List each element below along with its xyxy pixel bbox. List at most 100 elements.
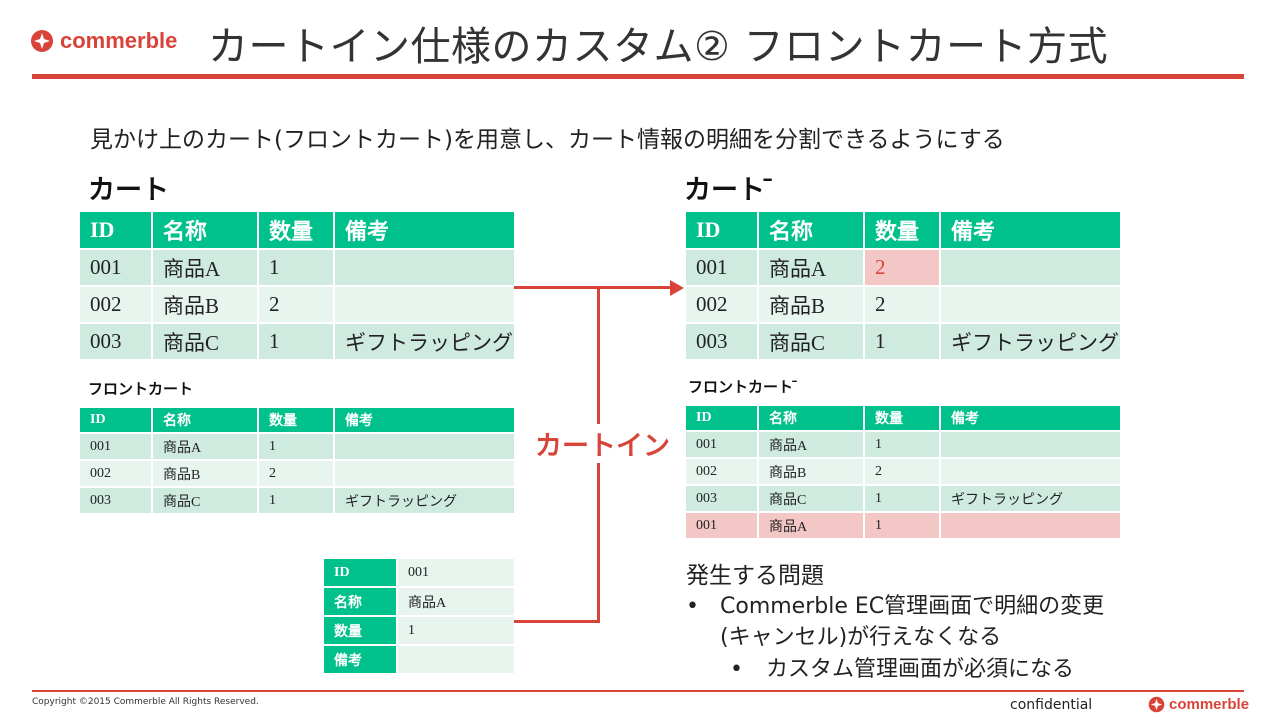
column-header: 数量 [863, 404, 941, 432]
table-row: 002 商品B 2 [684, 285, 1122, 324]
cell-id: 002 [78, 285, 153, 324]
table-row: 001 商品A 1 [78, 432, 516, 461]
column-header: 名称 [757, 210, 865, 250]
column-header: ID [78, 210, 153, 250]
column-header: 名称 [757, 404, 865, 432]
column-header: 数量 [863, 210, 941, 250]
cell-qty: 2 [863, 285, 941, 324]
table-header-row: ID 名称 数量 備考 [684, 404, 1122, 432]
column-header: ID [78, 406, 153, 434]
cell-qty: 1 [863, 322, 941, 361]
header-logo: commerble [30, 28, 177, 54]
card-row: ID 001 [322, 557, 516, 588]
sub-bullet-text: カスタム管理画面が必須になる [766, 657, 1075, 682]
column-header: 備考 [939, 210, 1122, 250]
cell-note [939, 248, 1122, 287]
cell-note [333, 432, 516, 461]
cell-name: 商品A [151, 432, 259, 461]
cell-id: 001 [78, 432, 153, 461]
cell-qty: 1 [257, 486, 335, 515]
table-header-row: ID 名称 数量 備考 [78, 210, 516, 250]
table-row: 003 商品C 1 ギフトラッピング [78, 486, 516, 515]
cell-qty: 2 [257, 285, 335, 324]
confidential-label: confidential [1010, 697, 1093, 713]
cell-note: ギフトラッピング [939, 322, 1122, 361]
card-row: 数量 1 [322, 615, 516, 646]
cell-id: 003 [684, 322, 759, 361]
card-value [396, 644, 516, 675]
footer-logo: commerble [1148, 696, 1249, 713]
cell-qty: 1 [257, 248, 335, 287]
cell-id: 001 [684, 511, 759, 540]
cell-name: 商品C [757, 322, 865, 361]
column-header: 備考 [333, 210, 516, 250]
card-row: 備考 [322, 644, 516, 675]
cell-id: 001 [78, 248, 153, 287]
bullet-icon: • [686, 594, 699, 619]
left-front-cart-heading: フロントカート [88, 380, 194, 398]
bullet-icon: • [730, 657, 743, 682]
commerble-logo-icon [1148, 696, 1165, 713]
cell-name: 商品C [151, 322, 259, 361]
table-row: 001 商品A 1 [684, 430, 1122, 459]
cell-note: ギフトラッピング [333, 486, 516, 515]
table-header-row: ID 名称 数量 備考 [684, 210, 1122, 250]
right-front-cart-table: ID 名称 数量 備考 001 商品A 1 002 商品B 2 003 商品C … [684, 404, 1122, 540]
card-value: 001 [396, 557, 516, 588]
cell-id: 003 [78, 486, 153, 515]
table-row: 002 商品B 2 [78, 459, 516, 488]
column-header: 名称 [151, 406, 259, 434]
problem-bullet: • Commerble EC管理画面で明細の変更 [686, 588, 1104, 620]
cell-qty: 2 [257, 459, 335, 488]
cell-name: 商品C [151, 486, 259, 515]
right-front-cart-heading: フロントカート ̄ [688, 378, 799, 396]
cell-name: 商品A [757, 511, 865, 540]
cart-in-label: カートイン [533, 424, 672, 463]
column-header: 名称 [151, 210, 259, 250]
cell-id: 002 [684, 457, 759, 486]
column-header: 数量 [257, 406, 335, 434]
footer-divider [32, 690, 1244, 692]
problem-bullet-continuation: (キャンセル)が行えなくなる [720, 619, 1001, 651]
cell-qty: 1 [257, 432, 335, 461]
page-title: カートイン仕様のカスタム② フロントカート方式 [208, 24, 1109, 70]
cell-qty: 1 [257, 322, 335, 361]
table-row: 001 商品A 1 [78, 248, 516, 287]
right-cart-heading: カート ̄ [684, 175, 775, 206]
cell-qty: 2 [863, 457, 941, 486]
cell-qty: 1 [863, 511, 941, 540]
cell-id: 002 [78, 459, 153, 488]
left-front-cart-table: ID 名称 数量 備考 001 商品A 1 002 商品B 2 003 商品C … [78, 406, 516, 515]
cell-note [939, 430, 1122, 459]
problems-heading: 発生する問題 [686, 563, 824, 589]
left-cart-table: ID 名称 数量 備考 001 商品A 1 002 商品B 2 003 商品C … [78, 210, 516, 361]
table-row: 002 商品B 2 [78, 285, 516, 324]
connector-line-top-left [514, 286, 600, 289]
column-header: ID [684, 404, 759, 432]
table-row: 003 商品C 1 ギフトラッピング [78, 322, 516, 361]
footer-brand-name: commerble [1169, 696, 1250, 713]
cell-id: 003 [78, 322, 153, 361]
column-header: 数量 [257, 210, 335, 250]
cell-qty: 1 [863, 430, 941, 459]
connector-line-bottom [514, 620, 600, 623]
copyright-text: Copyright ©2015 Commerble All Rights Res… [32, 697, 259, 707]
table-row: 002 商品B 2 [684, 457, 1122, 486]
column-header: ID [684, 210, 759, 250]
cell-name: 商品C [757, 484, 865, 513]
card-value: 1 [396, 615, 516, 646]
table-row: 003 商品C 1 ギフトラッピング [684, 322, 1122, 361]
cell-note: ギフトラッピング [333, 322, 516, 361]
cell-name: 商品B [757, 285, 865, 324]
card-row: 名称 商品A [322, 586, 516, 617]
cell-qty-highlighted: 2 [863, 248, 941, 287]
card-key: ID [322, 557, 398, 588]
cell-name: 商品B [151, 285, 259, 324]
cell-name: 商品B [151, 459, 259, 488]
left-cart-heading: カート [88, 175, 169, 206]
cell-id: 003 [684, 484, 759, 513]
right-cart-table: ID 名称 数量 備考 001 商品A 2 002 商品B 2 003 商品C … [684, 210, 1122, 361]
cell-name: 商品A [757, 248, 865, 287]
cell-id: 002 [684, 285, 759, 324]
cell-name: 商品B [757, 457, 865, 486]
